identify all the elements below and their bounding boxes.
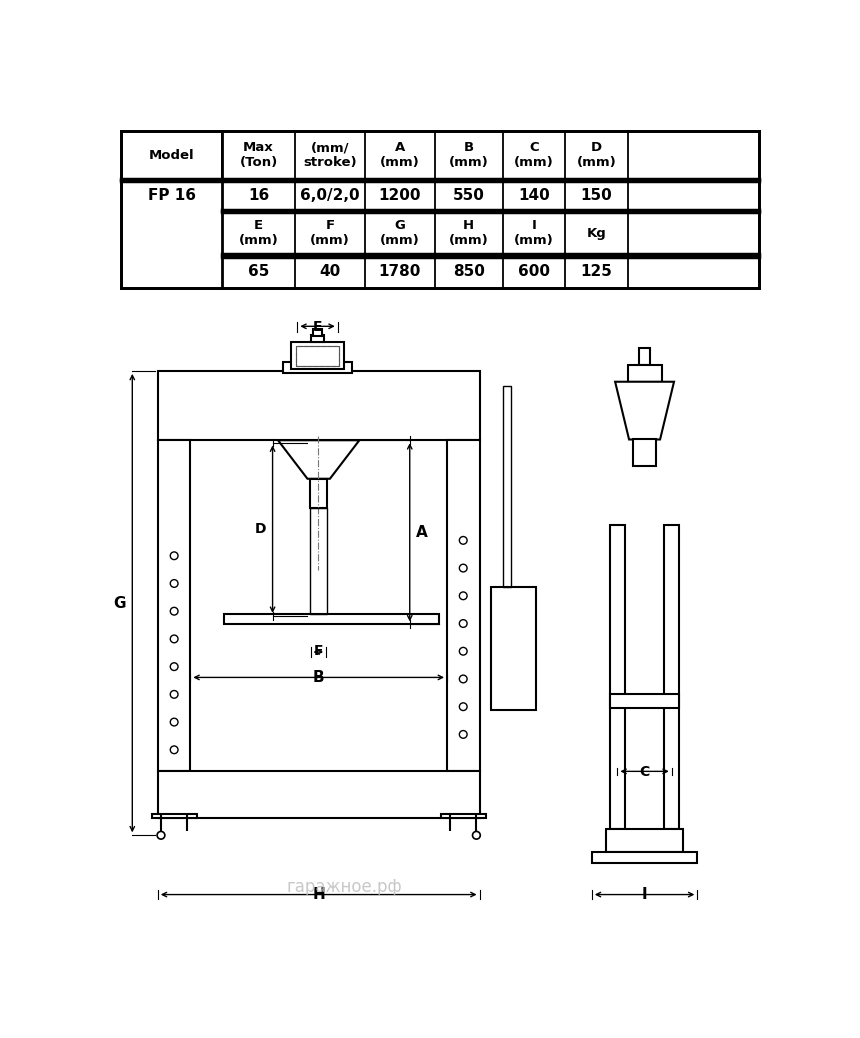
Text: C
(mm): C (mm) xyxy=(514,141,554,169)
Bar xyxy=(605,829,684,852)
Bar xyxy=(503,386,511,586)
Bar xyxy=(628,364,661,382)
Bar xyxy=(292,343,344,370)
Text: G: G xyxy=(114,596,126,610)
Text: FP 16: FP 16 xyxy=(148,188,196,202)
Text: 65: 65 xyxy=(248,264,269,279)
Bar xyxy=(491,586,536,710)
Text: E
(mm): E (mm) xyxy=(239,219,279,247)
Bar xyxy=(310,508,327,613)
Text: 6,0/2,0: 6,0/2,0 xyxy=(300,188,359,202)
Text: Max
(Ton): Max (Ton) xyxy=(239,141,278,169)
Bar xyxy=(310,479,327,508)
Text: E: E xyxy=(313,320,322,334)
Bar xyxy=(284,361,352,373)
Polygon shape xyxy=(615,382,674,439)
Text: Kg: Kg xyxy=(587,226,606,240)
Text: 600: 600 xyxy=(518,264,550,279)
Text: F
(mm): F (mm) xyxy=(310,219,350,247)
Bar xyxy=(296,347,339,365)
Text: 550: 550 xyxy=(452,188,484,202)
Text: A
(mm): A (mm) xyxy=(380,141,420,169)
Text: I
(mm): I (mm) xyxy=(514,219,554,247)
Bar xyxy=(158,771,480,818)
Bar xyxy=(610,525,625,829)
Bar xyxy=(311,335,323,342)
Text: (mm/
stroke): (mm/ stroke) xyxy=(303,141,357,169)
Bar xyxy=(313,329,322,335)
Text: 40: 40 xyxy=(319,264,341,279)
Text: F: F xyxy=(314,645,323,658)
Text: гаражное.рф: гаражное.рф xyxy=(286,878,402,896)
Bar xyxy=(664,525,679,829)
Bar xyxy=(121,131,759,288)
Text: B
(mm): B (mm) xyxy=(449,141,488,169)
Polygon shape xyxy=(278,440,359,479)
Text: 140: 140 xyxy=(518,188,550,202)
Text: C: C xyxy=(640,765,649,780)
Bar xyxy=(158,440,190,771)
Text: B: B xyxy=(313,670,324,685)
Text: Model: Model xyxy=(149,148,194,162)
Bar xyxy=(610,694,679,708)
Bar xyxy=(639,348,650,364)
Text: A: A xyxy=(416,525,427,540)
Text: 125: 125 xyxy=(580,264,612,279)
Text: I: I xyxy=(642,886,648,902)
Bar xyxy=(224,613,439,624)
Text: H
(mm): H (mm) xyxy=(449,219,488,247)
Bar xyxy=(447,440,480,771)
Text: 150: 150 xyxy=(580,188,612,202)
Text: D: D xyxy=(255,522,267,537)
Text: 1780: 1780 xyxy=(378,264,421,279)
Text: 16: 16 xyxy=(248,188,269,202)
Bar xyxy=(158,371,480,440)
Bar xyxy=(296,347,339,365)
Text: H: H xyxy=(312,886,325,902)
Text: 1200: 1200 xyxy=(378,188,421,202)
Text: G
(mm): G (mm) xyxy=(380,219,420,247)
Text: D
(mm): D (mm) xyxy=(577,141,617,169)
Bar xyxy=(151,814,197,818)
Bar xyxy=(592,852,697,863)
Text: 850: 850 xyxy=(452,264,484,279)
Bar xyxy=(633,439,656,466)
Bar xyxy=(440,814,486,818)
